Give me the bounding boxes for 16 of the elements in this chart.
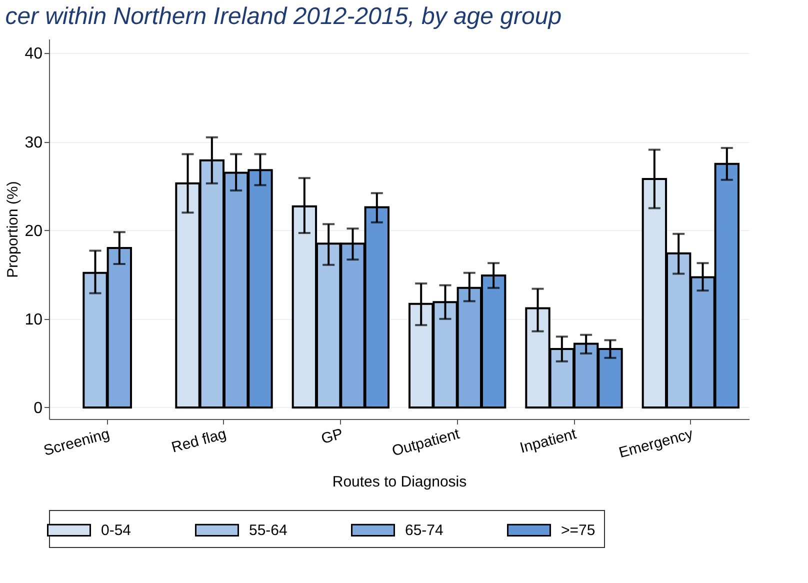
- y-axis-title: Proportion (%): [4, 181, 22, 278]
- x-axis-title: Routes to Diagnosis: [332, 474, 467, 491]
- legend-label: >=75: [561, 522, 596, 540]
- legend-label: 0-54: [101, 522, 132, 540]
- x-tick-label: Screening: [42, 426, 112, 460]
- legend-label: 55-64: [249, 522, 288, 540]
- y-tick-label: 0: [34, 400, 43, 417]
- legend-label: 65-74: [405, 522, 444, 540]
- y-tick-label: 40: [24, 46, 43, 63]
- x-tick-label: Inpatient: [518, 425, 579, 457]
- x-tick-label: GP: [319, 426, 345, 448]
- y-tick-label: 20: [24, 222, 43, 240]
- y-tick-label: 30: [24, 134, 43, 152]
- x-tick-label: Red flag: [170, 426, 228, 456]
- y-tick-label: 10: [24, 311, 43, 328]
- chart-title: cer within Northern Ireland 2012-2015, by age group: [5, 3, 562, 30]
